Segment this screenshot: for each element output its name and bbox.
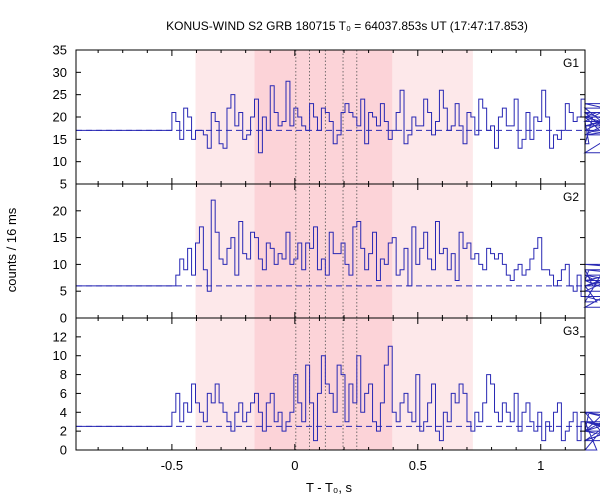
y-tick-label: 4: [60, 405, 67, 420]
y-tick-label: 20: [53, 203, 67, 218]
x-tick-label: 0.5: [409, 458, 427, 473]
y-axis-title: counts / 16 ms: [4, 207, 19, 292]
panel-label: G1: [563, 56, 579, 70]
y-tick-label: 5: [60, 177, 67, 192]
y-tick-label: 15: [53, 230, 67, 245]
y-tick-label: 30: [53, 65, 67, 80]
light-curve-step: [76, 199, 600, 308]
x-axis-title: T - T₀, s: [306, 480, 353, 495]
y-tick-label: 12: [53, 329, 67, 344]
y-tick-label: 10: [53, 154, 67, 169]
panel-label: G2: [563, 190, 579, 204]
y-tick-label: 15: [53, 132, 67, 147]
y-tick-label: 20: [53, 110, 67, 125]
series-layer: [76, 80, 600, 451]
x-tick-label: 0: [291, 458, 298, 473]
y-tick-label: 5: [60, 284, 67, 299]
x-tick-label: 1: [537, 458, 544, 473]
interval-bands: [195, 50, 473, 450]
y-tick-label: 10: [53, 257, 67, 272]
y-tick-label: 2: [60, 424, 67, 439]
y-tick-label: 0: [60, 311, 67, 326]
panel-label: G3: [563, 324, 579, 338]
y-tick-label: 0: [60, 443, 67, 458]
chart-title: KONUS-WIND S2 GRB 180715 T₀ = 64037.853s…: [166, 19, 528, 33]
panel-frame: [75, 317, 586, 451]
y-tick-label: 6: [60, 386, 67, 401]
y-tick-label: 25: [53, 87, 67, 102]
y-tick-label: 35: [53, 43, 67, 58]
x-tick-label: -0.5: [161, 458, 183, 473]
inner-interval-band: [254, 50, 393, 450]
light-curve-step: [76, 80, 600, 154]
y-tick-label: 8: [60, 367, 67, 382]
light-curve-step: [76, 345, 600, 451]
y-tick-label: 10: [53, 348, 67, 363]
